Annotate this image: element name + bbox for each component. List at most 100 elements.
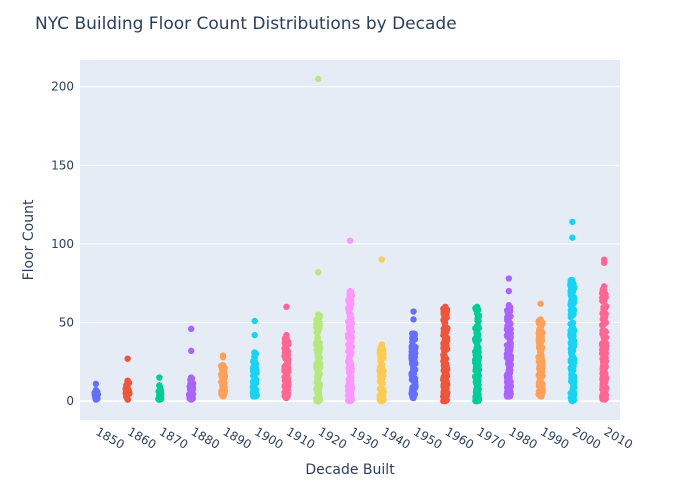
data-point (315, 328, 322, 335)
data-point (440, 354, 448, 361)
data-point (537, 316, 544, 323)
data-point (570, 378, 578, 386)
x-tick-label-1850: 1850 (93, 424, 126, 451)
outlier-point (537, 300, 544, 307)
data-point (219, 393, 227, 400)
x-tick-label-1930: 1930 (348, 424, 381, 451)
data-point (567, 358, 575, 365)
x-tick-label-1880: 1880 (189, 424, 222, 451)
data-point (602, 384, 610, 392)
data-point (505, 302, 513, 309)
outlier-point (187, 347, 195, 355)
outlier-point (346, 237, 354, 244)
y-tick-label: 150 (51, 158, 74, 172)
outlier-point (505, 275, 513, 282)
data-point (344, 305, 352, 312)
outlier-point (569, 218, 576, 226)
x-tick-label-1890: 1890 (220, 424, 253, 451)
data-point (410, 394, 417, 402)
data-point (377, 377, 385, 385)
x-tick-label-1990: 1990 (538, 424, 571, 451)
data-point (219, 388, 226, 395)
data-point (92, 386, 100, 394)
data-point (441, 326, 448, 333)
strip-2010 (598, 256, 610, 403)
data-point (409, 384, 416, 391)
outlier-point (124, 355, 131, 362)
data-point (472, 338, 480, 345)
chart-title: NYC Building Floor Count Distributions b… (35, 14, 457, 34)
x-tick-label-2000: 2000 (570, 424, 603, 451)
data-point (92, 396, 100, 403)
data-point (537, 393, 544, 400)
outlier-point (315, 269, 322, 276)
data-point (315, 370, 322, 378)
data-point (346, 356, 353, 364)
strip-1890 (217, 352, 229, 400)
data-point (536, 337, 544, 345)
data-point (600, 283, 608, 290)
data-point (571, 327, 578, 334)
data-point (377, 353, 384, 361)
data-points (91, 75, 610, 405)
outlier-point (187, 325, 195, 333)
strip-1850 (91, 380, 102, 403)
data-point (600, 322, 607, 329)
data-point (569, 300, 577, 307)
data-point (219, 361, 227, 369)
strip-1920 (313, 75, 324, 405)
outlier-point (251, 317, 258, 325)
strip-1990 (535, 300, 546, 400)
data-point (378, 364, 386, 371)
data-point (505, 393, 513, 400)
data-point (282, 340, 290, 347)
data-point (315, 311, 322, 318)
data-point (474, 376, 481, 383)
data-point (599, 343, 606, 350)
data-point (567, 311, 575, 318)
data-point (251, 384, 258, 391)
data-point (600, 396, 608, 403)
strip-1970 (471, 303, 483, 405)
data-point (218, 371, 226, 378)
outlier-point (283, 303, 290, 311)
data-point (251, 393, 258, 400)
data-point (599, 297, 606, 305)
data-point (536, 380, 543, 387)
data-point (313, 360, 320, 368)
x-tick-label-1870: 1870 (157, 424, 190, 451)
data-point (569, 276, 576, 284)
data-point (473, 356, 481, 364)
data-point (345, 332, 352, 339)
data-point (253, 376, 260, 384)
data-point (602, 375, 610, 382)
data-point (602, 335, 609, 342)
data-point (378, 341, 385, 348)
x-tick-label-1950: 1950 (411, 424, 444, 451)
data-point (345, 325, 353, 332)
y-tick-label: 200 (51, 80, 74, 94)
data-point (156, 396, 163, 403)
data-point (504, 307, 512, 315)
data-point (569, 347, 577, 354)
data-point (473, 397, 481, 405)
data-point (474, 369, 482, 376)
data-point (474, 387, 481, 395)
data-point (442, 303, 449, 311)
data-point (569, 397, 576, 405)
strip-1900 (249, 317, 260, 400)
data-point (411, 344, 419, 352)
data-point (507, 345, 514, 352)
data-point (219, 381, 227, 389)
outlier-point (219, 352, 227, 359)
x-tick-label-2010: 2010 (602, 424, 635, 451)
data-point (473, 329, 480, 337)
x-tick-label-1960: 1960 (443, 424, 476, 451)
data-point (473, 303, 481, 311)
data-point (536, 374, 543, 382)
x-tick-label-1910: 1910 (284, 424, 317, 451)
data-point (504, 313, 512, 320)
data-point (503, 372, 511, 379)
x-tick-label-1900: 1900 (252, 424, 285, 451)
